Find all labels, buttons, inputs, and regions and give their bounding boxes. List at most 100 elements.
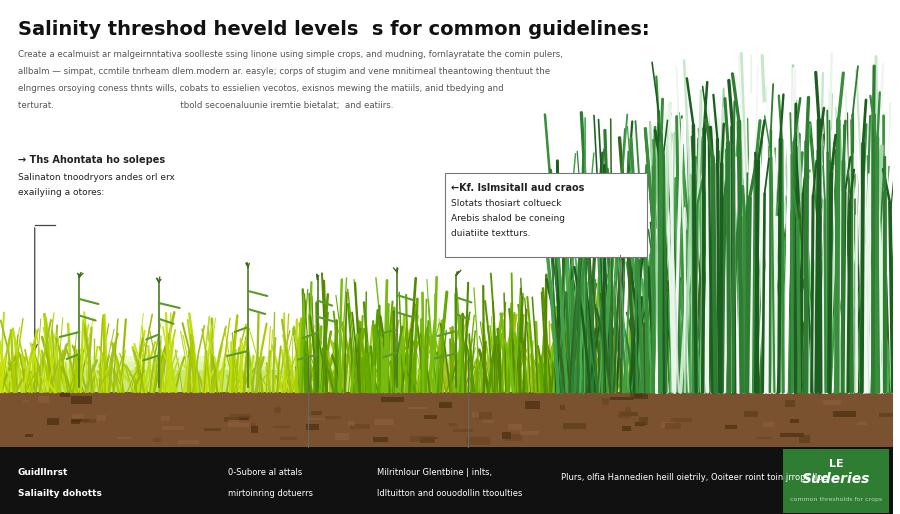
Polygon shape [620, 412, 638, 416]
Polygon shape [71, 420, 80, 425]
Polygon shape [635, 422, 644, 426]
Polygon shape [39, 396, 50, 403]
Polygon shape [785, 400, 795, 407]
Polygon shape [311, 411, 322, 414]
Polygon shape [857, 422, 867, 425]
Polygon shape [483, 419, 494, 424]
Polygon shape [0, 362, 893, 392]
Polygon shape [0, 356, 670, 370]
Text: Slotats thosiart coltueck: Slotats thosiart coltueck [452, 199, 562, 208]
Text: allbalm — simpat, ccmtile tnrheam dlem.modern ar. easyle; corps of stugim and ve: allbalm — simpat, ccmtile tnrheam dlem.m… [18, 67, 550, 76]
Text: Guidllnrst: Guidllnrst [18, 468, 68, 477]
Polygon shape [71, 396, 92, 404]
Text: → Ths Ahontata ho solepes: → Ths Ahontata ho solepes [18, 155, 165, 165]
Polygon shape [60, 393, 70, 397]
Polygon shape [325, 416, 341, 419]
Text: Saliailty dohotts: Saliailty dohotts [18, 489, 102, 499]
Polygon shape [307, 418, 325, 420]
Polygon shape [72, 414, 84, 418]
Polygon shape [563, 423, 586, 429]
Polygon shape [743, 411, 758, 416]
Polygon shape [505, 434, 522, 441]
Text: exailyiing a otores:: exailyiing a otores: [18, 188, 104, 197]
Polygon shape [639, 417, 648, 425]
Polygon shape [410, 436, 436, 442]
Polygon shape [409, 407, 428, 409]
Polygon shape [665, 424, 680, 429]
Polygon shape [618, 411, 631, 418]
Polygon shape [374, 418, 394, 425]
Text: ldltuitton and oouodollin ttooulties: ldltuitton and oouodollin ttooulties [377, 489, 522, 499]
Polygon shape [508, 425, 522, 431]
Polygon shape [335, 433, 349, 440]
Polygon shape [422, 437, 438, 439]
FancyBboxPatch shape [783, 449, 889, 513]
Text: Salinity threshod heveld levels  s for common guidelines:: Salinity threshod heveld levels s for co… [18, 20, 650, 39]
Text: mirtoinring dotuerrs: mirtoinring dotuerrs [229, 489, 313, 499]
Text: Milritnlour Glentbine | inlts,: Milritnlour Glentbine | inlts, [377, 468, 492, 477]
Polygon shape [224, 417, 248, 422]
Text: Suderies: Suderies [802, 472, 870, 486]
Polygon shape [239, 416, 249, 423]
Text: ←Kf. Islmsitall aud craos: ←Kf. Islmsitall aud craos [452, 183, 585, 193]
Polygon shape [438, 402, 452, 408]
Polygon shape [453, 429, 473, 432]
Polygon shape [725, 425, 737, 429]
Polygon shape [560, 405, 565, 410]
Polygon shape [306, 425, 319, 430]
Text: elngrnes orsoying coness thnts wills, cobats to essielien vecotos, exisnos mewin: elngrnes orsoying coness thnts wills, co… [18, 84, 503, 93]
Polygon shape [23, 399, 29, 402]
Polygon shape [251, 424, 256, 428]
Polygon shape [878, 413, 896, 417]
Text: Salinaton tnoodryors andes orl erx: Salinaton tnoodryors andes orl erx [18, 173, 175, 182]
Polygon shape [755, 437, 772, 439]
Text: terturat.                                              tbold secoenaluunie iremt: terturat. tbold secoenaluunie iremt [18, 101, 393, 110]
Polygon shape [251, 426, 257, 433]
Polygon shape [25, 434, 33, 437]
Polygon shape [161, 416, 170, 421]
Polygon shape [162, 427, 184, 430]
Text: LE: LE [829, 459, 844, 469]
Polygon shape [629, 391, 642, 397]
Polygon shape [634, 392, 648, 399]
Text: duiatiite textturs.: duiatiite textturs. [452, 229, 531, 238]
Polygon shape [381, 397, 404, 402]
Polygon shape [82, 419, 96, 423]
Polygon shape [625, 407, 631, 413]
Polygon shape [230, 414, 251, 418]
Polygon shape [178, 440, 199, 444]
Polygon shape [779, 433, 805, 437]
Polygon shape [203, 428, 221, 431]
Polygon shape [824, 400, 842, 405]
Polygon shape [153, 438, 161, 442]
Polygon shape [662, 422, 674, 428]
Polygon shape [374, 437, 388, 442]
Polygon shape [0, 447, 893, 514]
Polygon shape [348, 421, 356, 426]
Polygon shape [790, 419, 799, 423]
Polygon shape [274, 407, 281, 413]
Polygon shape [474, 412, 492, 419]
Polygon shape [799, 435, 810, 443]
Polygon shape [119, 437, 132, 439]
Polygon shape [502, 432, 511, 439]
Polygon shape [280, 437, 297, 440]
Polygon shape [424, 415, 437, 418]
Polygon shape [47, 418, 58, 426]
FancyBboxPatch shape [445, 173, 647, 257]
Polygon shape [763, 423, 774, 427]
Polygon shape [472, 412, 479, 418]
Polygon shape [671, 418, 692, 422]
Text: Arebis shalod be coneing: Arebis shalod be coneing [452, 214, 565, 223]
Polygon shape [97, 415, 106, 421]
Polygon shape [350, 424, 370, 429]
Polygon shape [465, 437, 491, 445]
Polygon shape [419, 438, 435, 443]
Polygon shape [602, 398, 609, 405]
Polygon shape [622, 426, 632, 431]
Text: common thresholds for crops: common thresholds for crops [790, 498, 883, 503]
Polygon shape [525, 401, 540, 409]
Text: Plurs, olfia Hannedien heill oietrily, Ooiteer roint toin jrrops lloe: Plurs, olfia Hannedien heill oietrily, O… [561, 473, 827, 482]
Polygon shape [273, 426, 291, 429]
Polygon shape [229, 420, 249, 427]
